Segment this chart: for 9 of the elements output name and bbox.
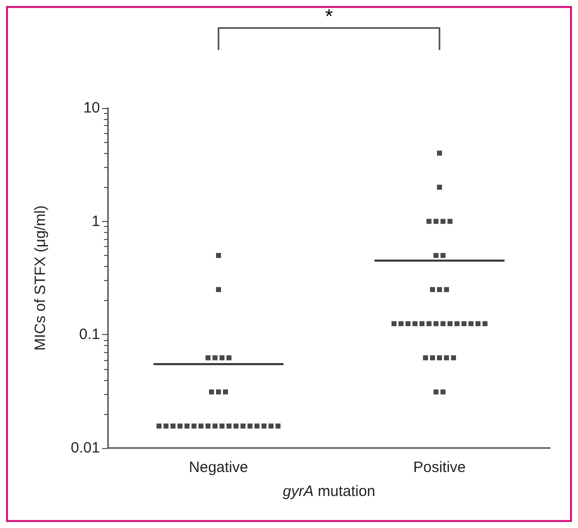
x-tick-label: Positive [413,459,466,476]
y-tick-label: 10 [83,100,100,116]
y-tick-label: 0.01 [70,440,100,456]
text: * [325,6,333,29]
y-tick-label: 1 [92,212,100,230]
x-axis-title: gyrA mutation [282,483,376,500]
y-tick-label: 0.1 [79,326,100,344]
y-axis-title: MICs of STFX (μg/ml) [32,205,49,351]
x-tick-label: Negative [188,459,248,476]
